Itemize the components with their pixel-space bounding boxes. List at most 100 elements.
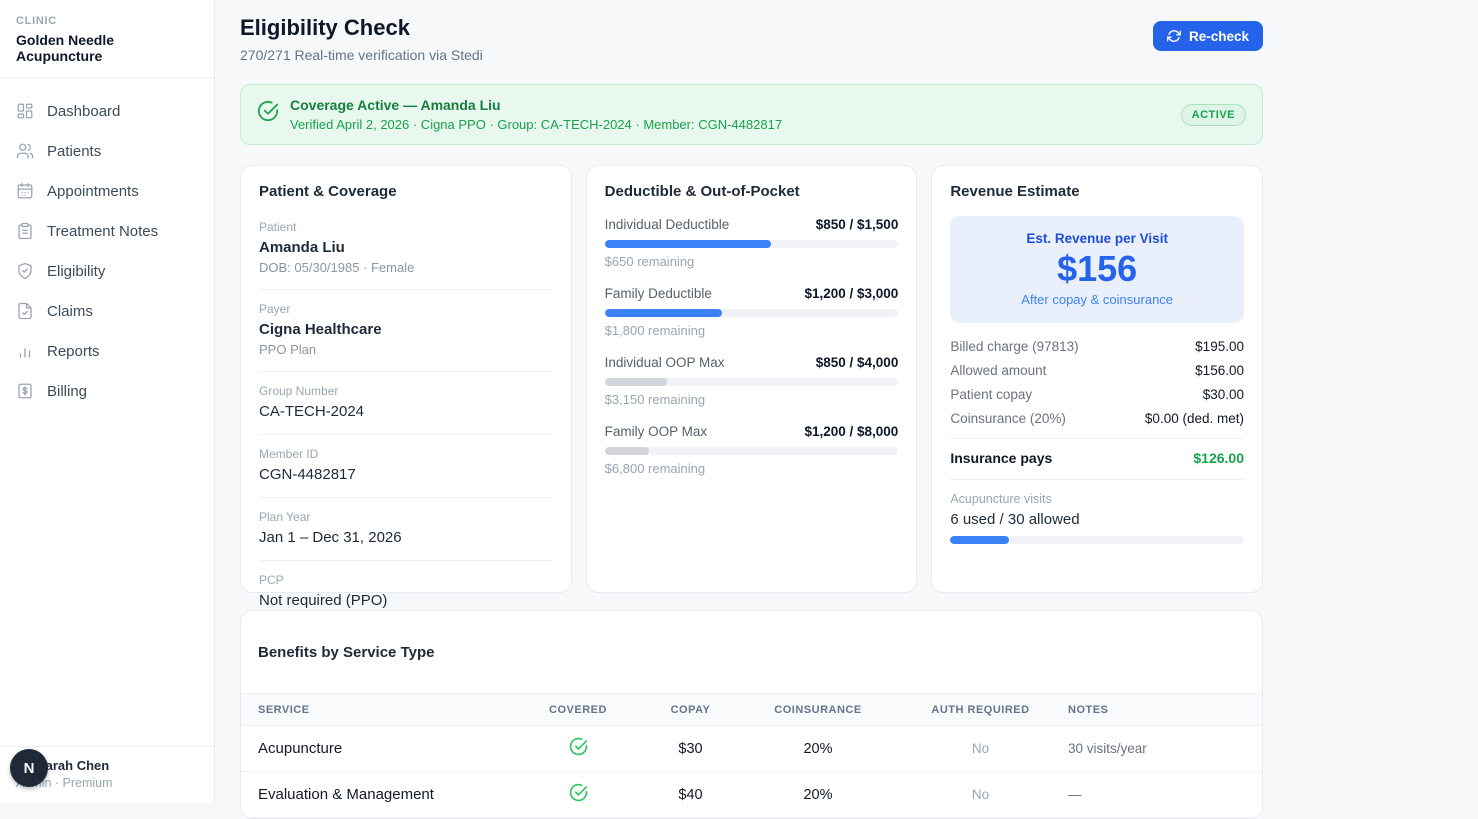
clinic-brand: CLINIC Golden Needle Acupuncture	[0, 0, 214, 78]
sidebar-item-treatment-notes[interactable]: Treatment Notes	[0, 211, 214, 251]
page-title: Eligibility Check	[240, 15, 483, 41]
cell-copay: $40	[638, 787, 743, 803]
meter-progress-fill	[605, 240, 772, 248]
column-header-copay: COPAY	[638, 704, 743, 716]
estimated-revenue-amount: $156	[960, 249, 1234, 289]
column-header-notes: NOTES	[1068, 704, 1245, 716]
benefits-table-header: SERVICECOVEREDCOPAYCOINSURANCEAUTH REQUI…	[241, 693, 1262, 726]
deductible-meter: Individual Deductible$850 / $1,500$650 r…	[605, 217, 899, 269]
deductible-meters: Individual Deductible$850 / $1,500$650 r…	[605, 217, 899, 476]
insurance-pays-value: $126.00	[1193, 450, 1244, 466]
revenue-row-label: Patient copay	[950, 387, 1032, 402]
clipboard-icon	[16, 222, 34, 240]
meter-progress-track	[605, 309, 899, 317]
sidebar-item-appointments[interactable]: Appointments	[0, 171, 214, 211]
meter-amount: $1,200 / $8,000	[804, 424, 898, 439]
field-label: Patient	[259, 220, 553, 234]
banner-details: Verified April 2, 2026 · Cigna PPO · Gro…	[290, 117, 782, 132]
meter-label: Family OOP Max	[605, 424, 708, 439]
sidebar-item-patients[interactable]: Patients	[0, 131, 214, 171]
cell-notes: 30 visits/year	[1068, 741, 1245, 756]
column-header-coinsurance: COINSURANCE	[743, 704, 893, 716]
column-header-service: SERVICE	[258, 704, 518, 716]
patient-field: Patient Amanda Liu DOB: 05/30/1985 · Femal…	[259, 208, 553, 290]
app-root: CLINIC Golden Needle Acupuncture Dashboa…	[0, 0, 1478, 803]
field-subvalue: PPO Plan	[259, 342, 553, 357]
meter-remaining: $6,800 remaining	[605, 461, 899, 476]
visits-label: Acupuncture visits	[950, 492, 1244, 506]
patient-field: Member ID CGN-4482817	[259, 435, 553, 498]
revenue-card: Revenue Estimate Est. Revenue per Visit …	[931, 165, 1263, 593]
visits-progress-track	[950, 536, 1244, 544]
benefits-card: Benefits by Service Type SERVICECOVEREDC…	[240, 610, 1263, 819]
revenue-row-value: $0.00 (ded. met)	[1145, 411, 1244, 426]
field-value: Cigna Healthcare	[259, 321, 553, 338]
field-label: Plan Year	[259, 510, 553, 524]
field-value: CA-TECH-2024	[259, 403, 553, 420]
sidebar-item-claims[interactable]: Claims	[0, 291, 214, 331]
cell-coinsurance: 20%	[743, 787, 893, 803]
shield-check-icon	[16, 262, 34, 280]
dashboard-icon	[16, 102, 34, 120]
insurance-pays-row: Insurance pays $126.00	[950, 438, 1244, 466]
billing-icon	[16, 382, 34, 400]
sidebar-item-label: Claims	[47, 303, 93, 320]
meter-progress-fill	[605, 309, 722, 317]
patients-icon	[16, 142, 34, 160]
bar-chart-icon	[16, 342, 34, 360]
user-avatar[interactable]: N	[10, 749, 48, 787]
benefits-card-title: Benefits by Service Type	[241, 611, 1262, 693]
cell-copay: $30	[638, 741, 743, 757]
check-circle-icon	[257, 100, 279, 122]
meter-progress-track	[605, 240, 899, 248]
coverage-banner: Coverage Active — Amanda Liu Verified Ap…	[240, 84, 1263, 145]
insurance-pays-label: Insurance pays	[950, 450, 1052, 466]
patient-field: PayerCigna HealthcarePPO Plan	[259, 290, 553, 372]
calendar-icon	[16, 182, 34, 200]
column-header-covered: COVERED	[518, 704, 638, 716]
user-profile[interactable]: N Dr. Sarah Chen Admin · Premium	[0, 746, 214, 803]
meter-remaining: $650 remaining	[605, 254, 899, 269]
revenue-row: Patient copay $30.00	[950, 383, 1244, 407]
revenue-card-title: Revenue Estimate	[950, 183, 1244, 200]
visits-section: Acupuncture visits 6 used / 30 allowed	[950, 479, 1244, 544]
cell-notes: —	[1068, 787, 1245, 802]
active-status-badge: ACTIVE	[1181, 104, 1246, 126]
recheck-button[interactable]: Re-check	[1153, 21, 1263, 51]
deductible-card: Deductible & Out-of-Pocket Individual De…	[586, 165, 918, 593]
field-label: Group Number	[259, 384, 553, 398]
refresh-icon	[1167, 29, 1181, 43]
field-value: Not required (PPO)	[259, 592, 553, 609]
sidebar-item-eligibility[interactable]: Eligibility	[0, 251, 214, 291]
revenue-row-label: Billed charge (97813)	[950, 339, 1078, 354]
sidebar-item-label: Eligibility	[47, 263, 105, 280]
field-subvalue: DOB: 05/30/1985 · Female	[259, 260, 553, 275]
sidebar-item-dashboard[interactable]: Dashboard	[0, 91, 214, 131]
revenue-highlight-label: Est. Revenue per Visit	[960, 231, 1234, 246]
covered-check-icon	[518, 737, 638, 761]
visits-progress-fill	[950, 536, 1009, 544]
field-label: PCP	[259, 573, 553, 587]
page-header: Eligibility Check 270/271 Real-time veri…	[240, 15, 1263, 63]
cell-coinsurance: 20%	[743, 741, 893, 757]
banner-text: Coverage Active — Amanda Liu Verified Ap…	[290, 97, 782, 132]
sidebar-item-label: Reports	[47, 343, 100, 360]
revenue-row-value: $30.00	[1203, 387, 1244, 402]
banner-title: Coverage Active — Amanda Liu	[290, 97, 782, 113]
field-label: Member ID	[259, 447, 553, 461]
field-value: Amanda Liu	[259, 239, 553, 256]
meter-amount: $850 / $1,500	[816, 217, 899, 232]
sidebar-item-billing[interactable]: Billing	[0, 371, 214, 411]
page-title-block: Eligibility Check 270/271 Real-time veri…	[240, 15, 483, 63]
patient-field: Plan YearJan 1 – Dec 31, 2026	[259, 498, 553, 561]
sidebar-item-label: Treatment Notes	[47, 223, 158, 240]
sidebar-item-reports[interactable]: Reports	[0, 331, 214, 371]
meter-amount: $850 / $4,000	[816, 355, 899, 370]
sidebar-item-label: Appointments	[47, 183, 139, 200]
field-value: CGN-4482817	[259, 466, 553, 483]
sidebar-nav: DashboardPatients Appointments Treatment N…	[0, 78, 214, 424]
revenue-row-label: Allowed amount	[950, 363, 1046, 378]
revenue-row: Billed charge (97813)$195.00	[950, 335, 1244, 359]
patient-card-title: Patient & Coverage	[259, 183, 553, 200]
revenue-row: Allowed amount$156.00	[950, 359, 1244, 383]
